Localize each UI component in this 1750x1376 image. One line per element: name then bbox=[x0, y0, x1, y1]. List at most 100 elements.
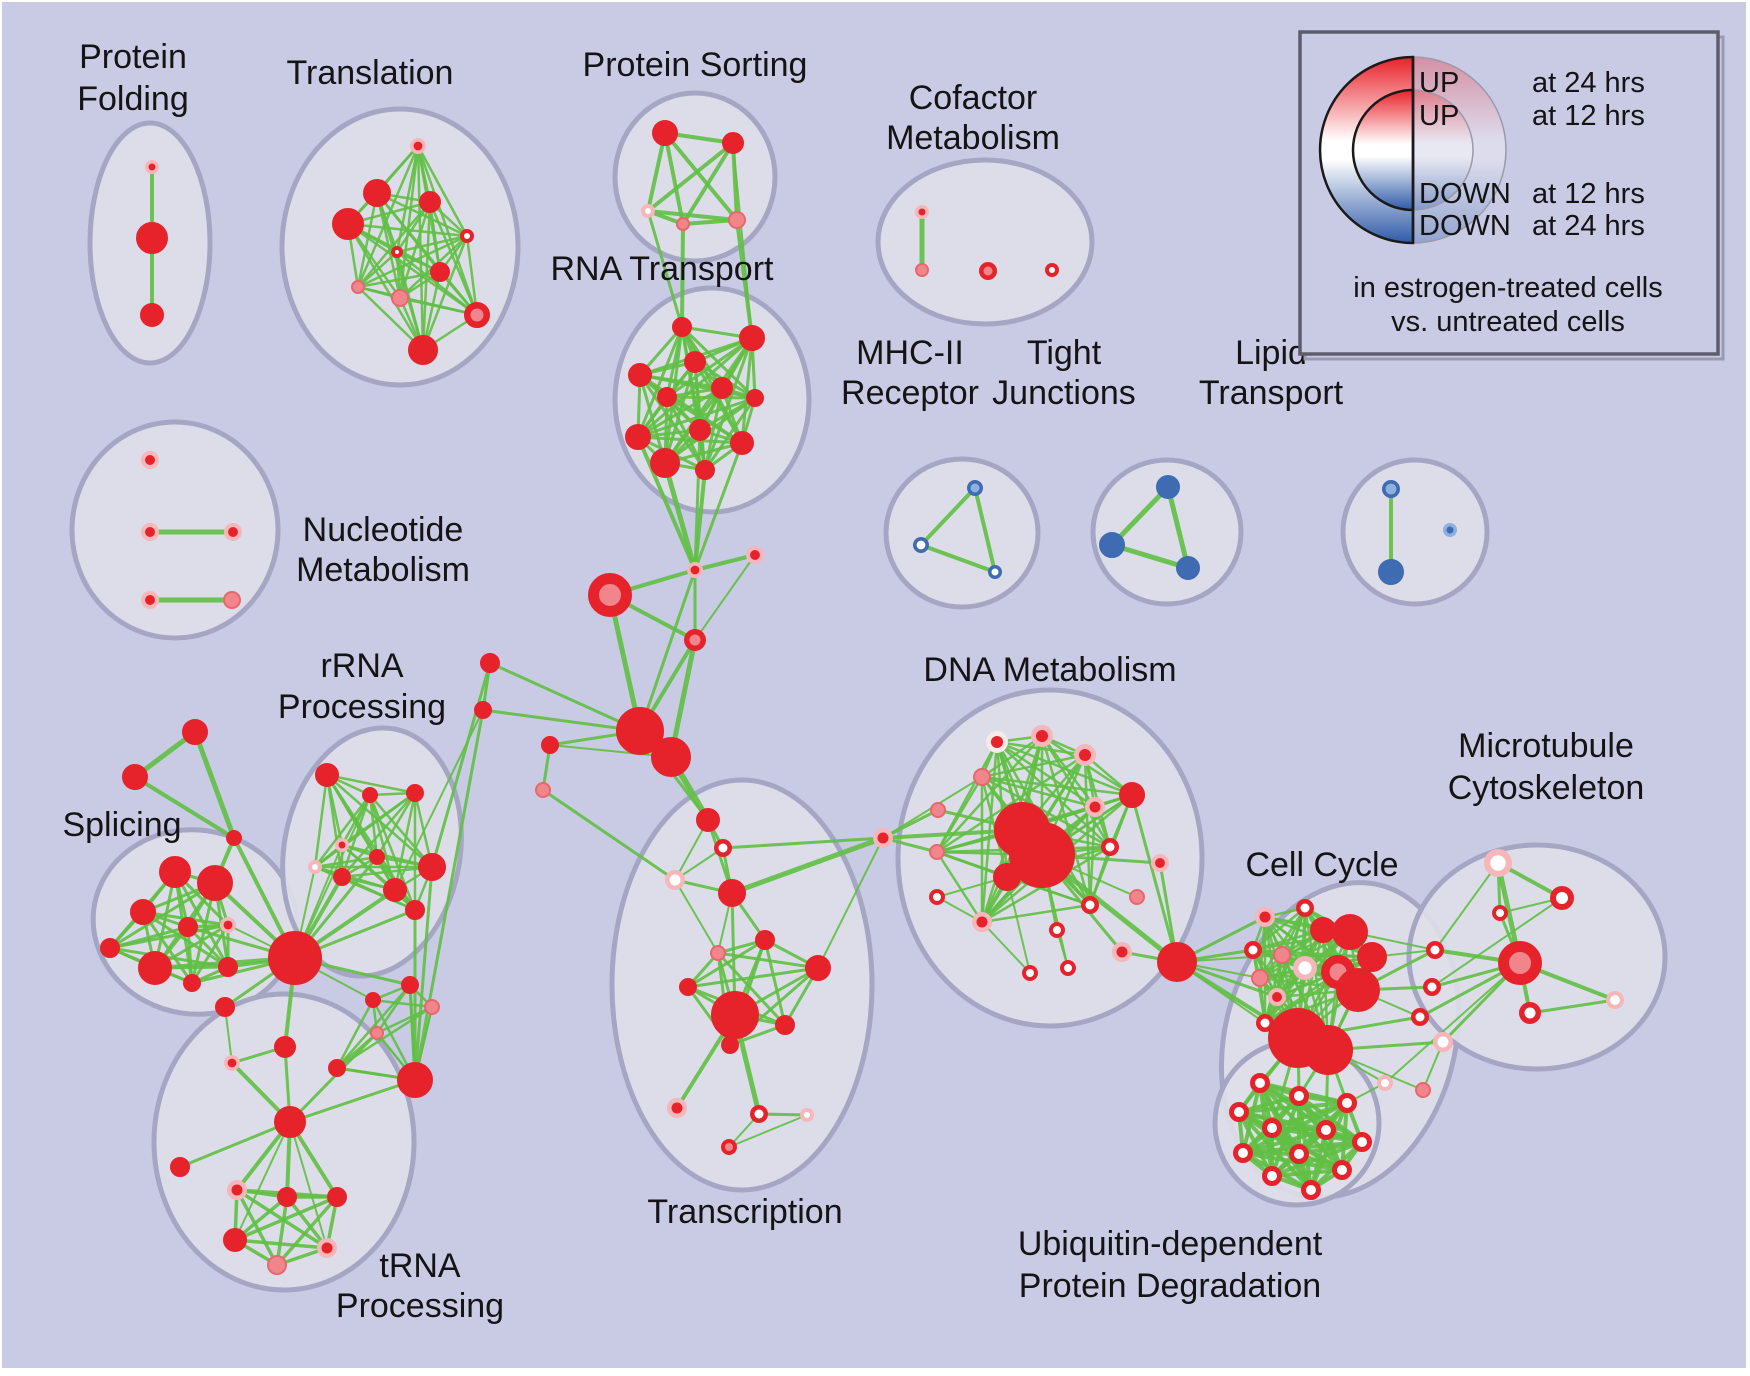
gene-node-159-r bbox=[223, 1228, 247, 1252]
gene-node-163-bw bbox=[912, 536, 929, 553]
network-edge bbox=[289, 1121, 328, 1249]
gene-node-16-pw bbox=[641, 204, 655, 218]
gene-node-121-w bbox=[1301, 1180, 1321, 1200]
gene-node-169-b bbox=[1378, 559, 1404, 585]
legend-row-time-0: at 24 hrs bbox=[1532, 67, 1645, 99]
gene-node-22-w bbox=[1045, 263, 1059, 277]
gene-node-106-w bbox=[1492, 905, 1508, 921]
network-edge bbox=[275, 1195, 289, 1267]
gene-node-24-r bbox=[739, 325, 765, 351]
network-edge bbox=[190, 923, 230, 985]
gene-node-109-w bbox=[1519, 1002, 1541, 1024]
network-edge bbox=[541, 788, 677, 882]
gene-node-112-w bbox=[1337, 1093, 1357, 1113]
gene-node-164-bw bbox=[988, 565, 1002, 579]
legend-row-time-3: at 24 hrs bbox=[1532, 210, 1645, 242]
gene-node-58-w bbox=[750, 1105, 768, 1123]
network-edge bbox=[694, 554, 756, 641]
gene-node-171-ph bbox=[140, 450, 159, 469]
cluster-label-microtubule-cytoskeleton: Cytoskeleton bbox=[1448, 769, 1645, 807]
network-edge bbox=[973, 486, 997, 574]
cluster-ellipse-trna-processing bbox=[151, 991, 417, 1293]
gene-node-77-w bbox=[929, 889, 945, 905]
gene-node-41-r bbox=[541, 736, 559, 754]
network-edge bbox=[393, 791, 417, 892]
legend-row-label-0: UP bbox=[1419, 67, 1459, 99]
gene-node-4-r bbox=[363, 179, 391, 207]
network-edge bbox=[413, 865, 434, 1082]
network-edge bbox=[740, 336, 754, 445]
gene-node-74-p bbox=[1129, 889, 1145, 905]
gene-node-86-r bbox=[1332, 914, 1368, 950]
gene-node-90-pw bbox=[1292, 956, 1317, 981]
cluster-label-nucleotide-metabolism: Metabolism bbox=[296, 551, 470, 589]
gene-node-162-bl bbox=[967, 480, 983, 496]
gene-node-97-r bbox=[1303, 1025, 1353, 1075]
cluster-ellipse-mhc-ii-receptor bbox=[883, 456, 1041, 610]
network-edge bbox=[646, 141, 735, 213]
gene-node-76-w bbox=[1049, 922, 1065, 938]
gene-node-88-w bbox=[1244, 941, 1262, 959]
gene-node-119-w bbox=[1332, 1160, 1352, 1180]
network-edge bbox=[549, 744, 672, 758]
gene-node-107-rp bbox=[1498, 941, 1542, 985]
cluster-ellipse-protein-sorting bbox=[612, 90, 778, 264]
network-edge bbox=[356, 270, 442, 289]
gene-node-27-r bbox=[711, 377, 733, 399]
gene-node-9-r bbox=[430, 262, 450, 282]
network-edge bbox=[680, 222, 685, 329]
gene-node-33-r bbox=[650, 448, 680, 478]
gene-node-57-ph bbox=[667, 1098, 687, 1118]
network-edge bbox=[1258, 906, 1307, 980]
cluster-label-protein-folding: Protein bbox=[79, 38, 187, 76]
network-edge bbox=[1109, 484, 1171, 548]
network-edge bbox=[481, 708, 642, 733]
gene-node-14-r bbox=[652, 120, 678, 146]
network-edge bbox=[275, 1195, 339, 1267]
gene-node-42-p bbox=[535, 782, 551, 798]
gene-node-168-bl bbox=[1382, 479, 1401, 498]
gene-node-116-w bbox=[1352, 1132, 1372, 1152]
network-edge bbox=[294, 794, 371, 959]
gene-node-39-r bbox=[616, 707, 664, 755]
network-edge bbox=[356, 191, 379, 289]
network-edge bbox=[636, 325, 684, 439]
gene-node-152-r bbox=[215, 997, 235, 1017]
cluster-ellipse-cofactor-metabolism bbox=[875, 157, 1095, 327]
gene-node-158-r bbox=[327, 1187, 347, 1207]
network-edge bbox=[340, 865, 434, 879]
gene-node-111-w bbox=[1289, 1086, 1309, 1106]
gene-node-134-r bbox=[315, 763, 339, 787]
gene-node-124-r bbox=[226, 830, 242, 846]
network-edge bbox=[108, 923, 230, 950]
gene-node-73-ph bbox=[1151, 854, 1170, 873]
gene-node-25-r bbox=[684, 351, 706, 373]
gene-node-123-r bbox=[122, 764, 148, 790]
gene-node-48-r bbox=[718, 879, 746, 907]
cluster-label-cofactor-metabolism: Metabolism bbox=[886, 119, 1060, 157]
gene-node-52-r bbox=[679, 978, 697, 996]
gene-node-155-r bbox=[170, 1157, 190, 1177]
network-edge bbox=[728, 1114, 808, 1148]
network-edge bbox=[398, 296, 479, 317]
gene-node-156-ph bbox=[227, 1180, 247, 1200]
network-edge bbox=[1006, 876, 1031, 974]
gene-node-145-r bbox=[365, 992, 381, 1008]
cluster-label-rrna-processing: Processing bbox=[278, 688, 446, 726]
network-edge bbox=[935, 850, 984, 924]
network-edge bbox=[681, 218, 739, 226]
network-edge bbox=[488, 661, 642, 733]
gene-node-21-rp bbox=[979, 262, 997, 280]
cluster-label-lipid-transport: Lipid bbox=[1235, 334, 1307, 372]
network-edge bbox=[430, 661, 492, 869]
gene-node-141-r bbox=[418, 853, 446, 881]
network-edge bbox=[428, 200, 479, 317]
network-edge bbox=[1431, 897, 1563, 988]
gene-node-17-p bbox=[676, 217, 690, 231]
legend-caption-line-0: in estrogen-treated cells bbox=[1353, 272, 1663, 304]
gene-node-175-p bbox=[223, 591, 241, 609]
gene-node-45-r bbox=[696, 808, 720, 832]
cluster-ellipse-lipid-transport bbox=[1340, 457, 1490, 607]
network-edge bbox=[1270, 1126, 1364, 1144]
